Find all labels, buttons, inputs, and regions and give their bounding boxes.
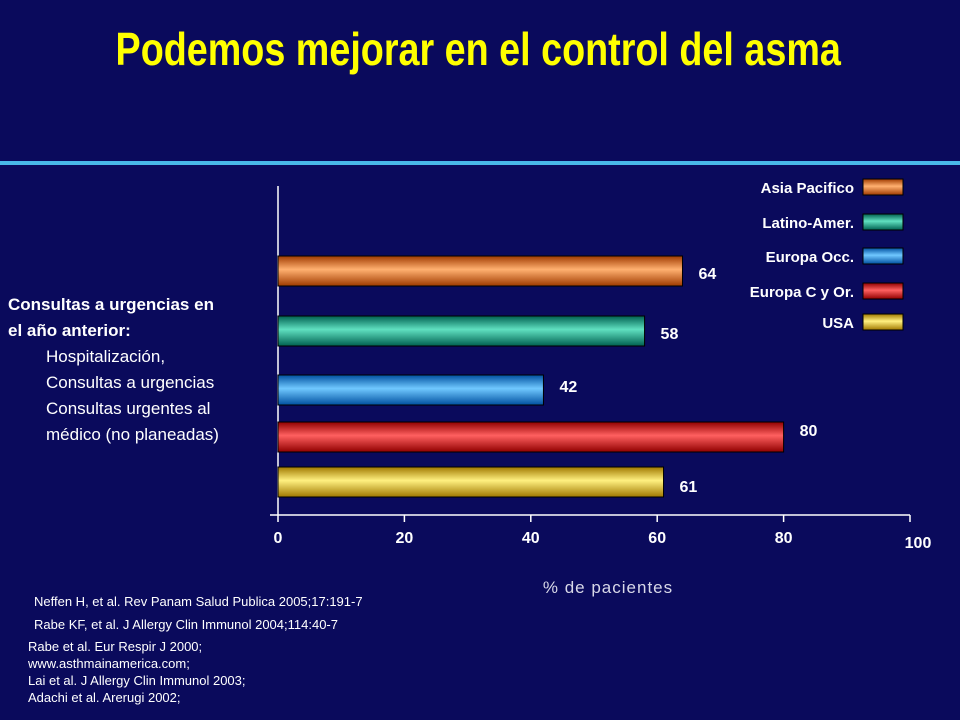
category-label: Consultas a urgencias en el año anterior… — [8, 292, 278, 448]
legend-swatch — [862, 282, 904, 300]
x-tick-label: 80 — [775, 530, 793, 547]
page-title: Podemos mejorar en el control del asma — [115, 23, 841, 75]
bar — [277, 315, 646, 347]
x-tick-label: 60 — [648, 530, 666, 547]
reference-line: Lai et al. J Allergy Clin Immunol 2003; — [28, 673, 246, 688]
reference-line: Rabe KF, et al. J Allergy Clin Immunol 2… — [34, 617, 338, 632]
references-secondary: Rabe et al. Eur Respir J 2000; www.asthm… — [28, 638, 246, 706]
bar-value-label: 61 — [680, 479, 698, 496]
x-tick-label: 40 — [522, 530, 540, 547]
legend-swatch — [862, 178, 904, 196]
legend-swatch — [862, 213, 904, 231]
bar — [277, 421, 785, 453]
reference-line: Adachi et al. Arerugi 2002; — [28, 690, 181, 705]
category-head-line-2: el año anterior: — [8, 321, 131, 340]
category-item: médico (no planeadas) — [46, 425, 219, 444]
category-item: Hospitalización, — [46, 347, 166, 366]
bar-value-label: 42 — [559, 379, 577, 396]
legend-label: Asia Pacifico — [761, 180, 854, 197]
bar — [277, 255, 683, 287]
legend-label: Latino-Amer. — [762, 215, 854, 232]
x-tick-label: 0 — [274, 530, 283, 547]
bar-value-label: 80 — [800, 423, 818, 440]
references-primary: Neffen H, et al. Rev Panam Salud Publica… — [34, 590, 363, 636]
bar — [277, 466, 665, 498]
bar — [277, 374, 544, 406]
category-head-line-1: Consultas a urgencias en — [8, 295, 214, 314]
legend-label: Europa Occ. — [766, 249, 854, 266]
title-divider — [0, 161, 960, 165]
x-tick-label: 100 — [905, 535, 932, 552]
category-item: Consultas a urgencias — [46, 373, 215, 392]
bar-value-label: 64 — [698, 266, 716, 283]
bar-value-label: 58 — [661, 326, 679, 343]
legend-swatch — [862, 313, 904, 331]
legend-swatch — [862, 247, 904, 265]
reference-line: Rabe et al. Eur Respir J 2000; — [28, 639, 203, 654]
category-item: Consultas urgentes al — [46, 399, 211, 418]
reference-line: Neffen H, et al. Rev Panam Salud Publica… — [34, 594, 363, 609]
reference-line: www.asthmainamerica.com; — [28, 656, 190, 671]
legend-label: USA — [822, 315, 854, 332]
x-axis-title: % de pacientes — [543, 578, 673, 597]
legend-label: Europa C y Or. — [750, 284, 854, 301]
x-tick-label: 20 — [396, 530, 414, 547]
